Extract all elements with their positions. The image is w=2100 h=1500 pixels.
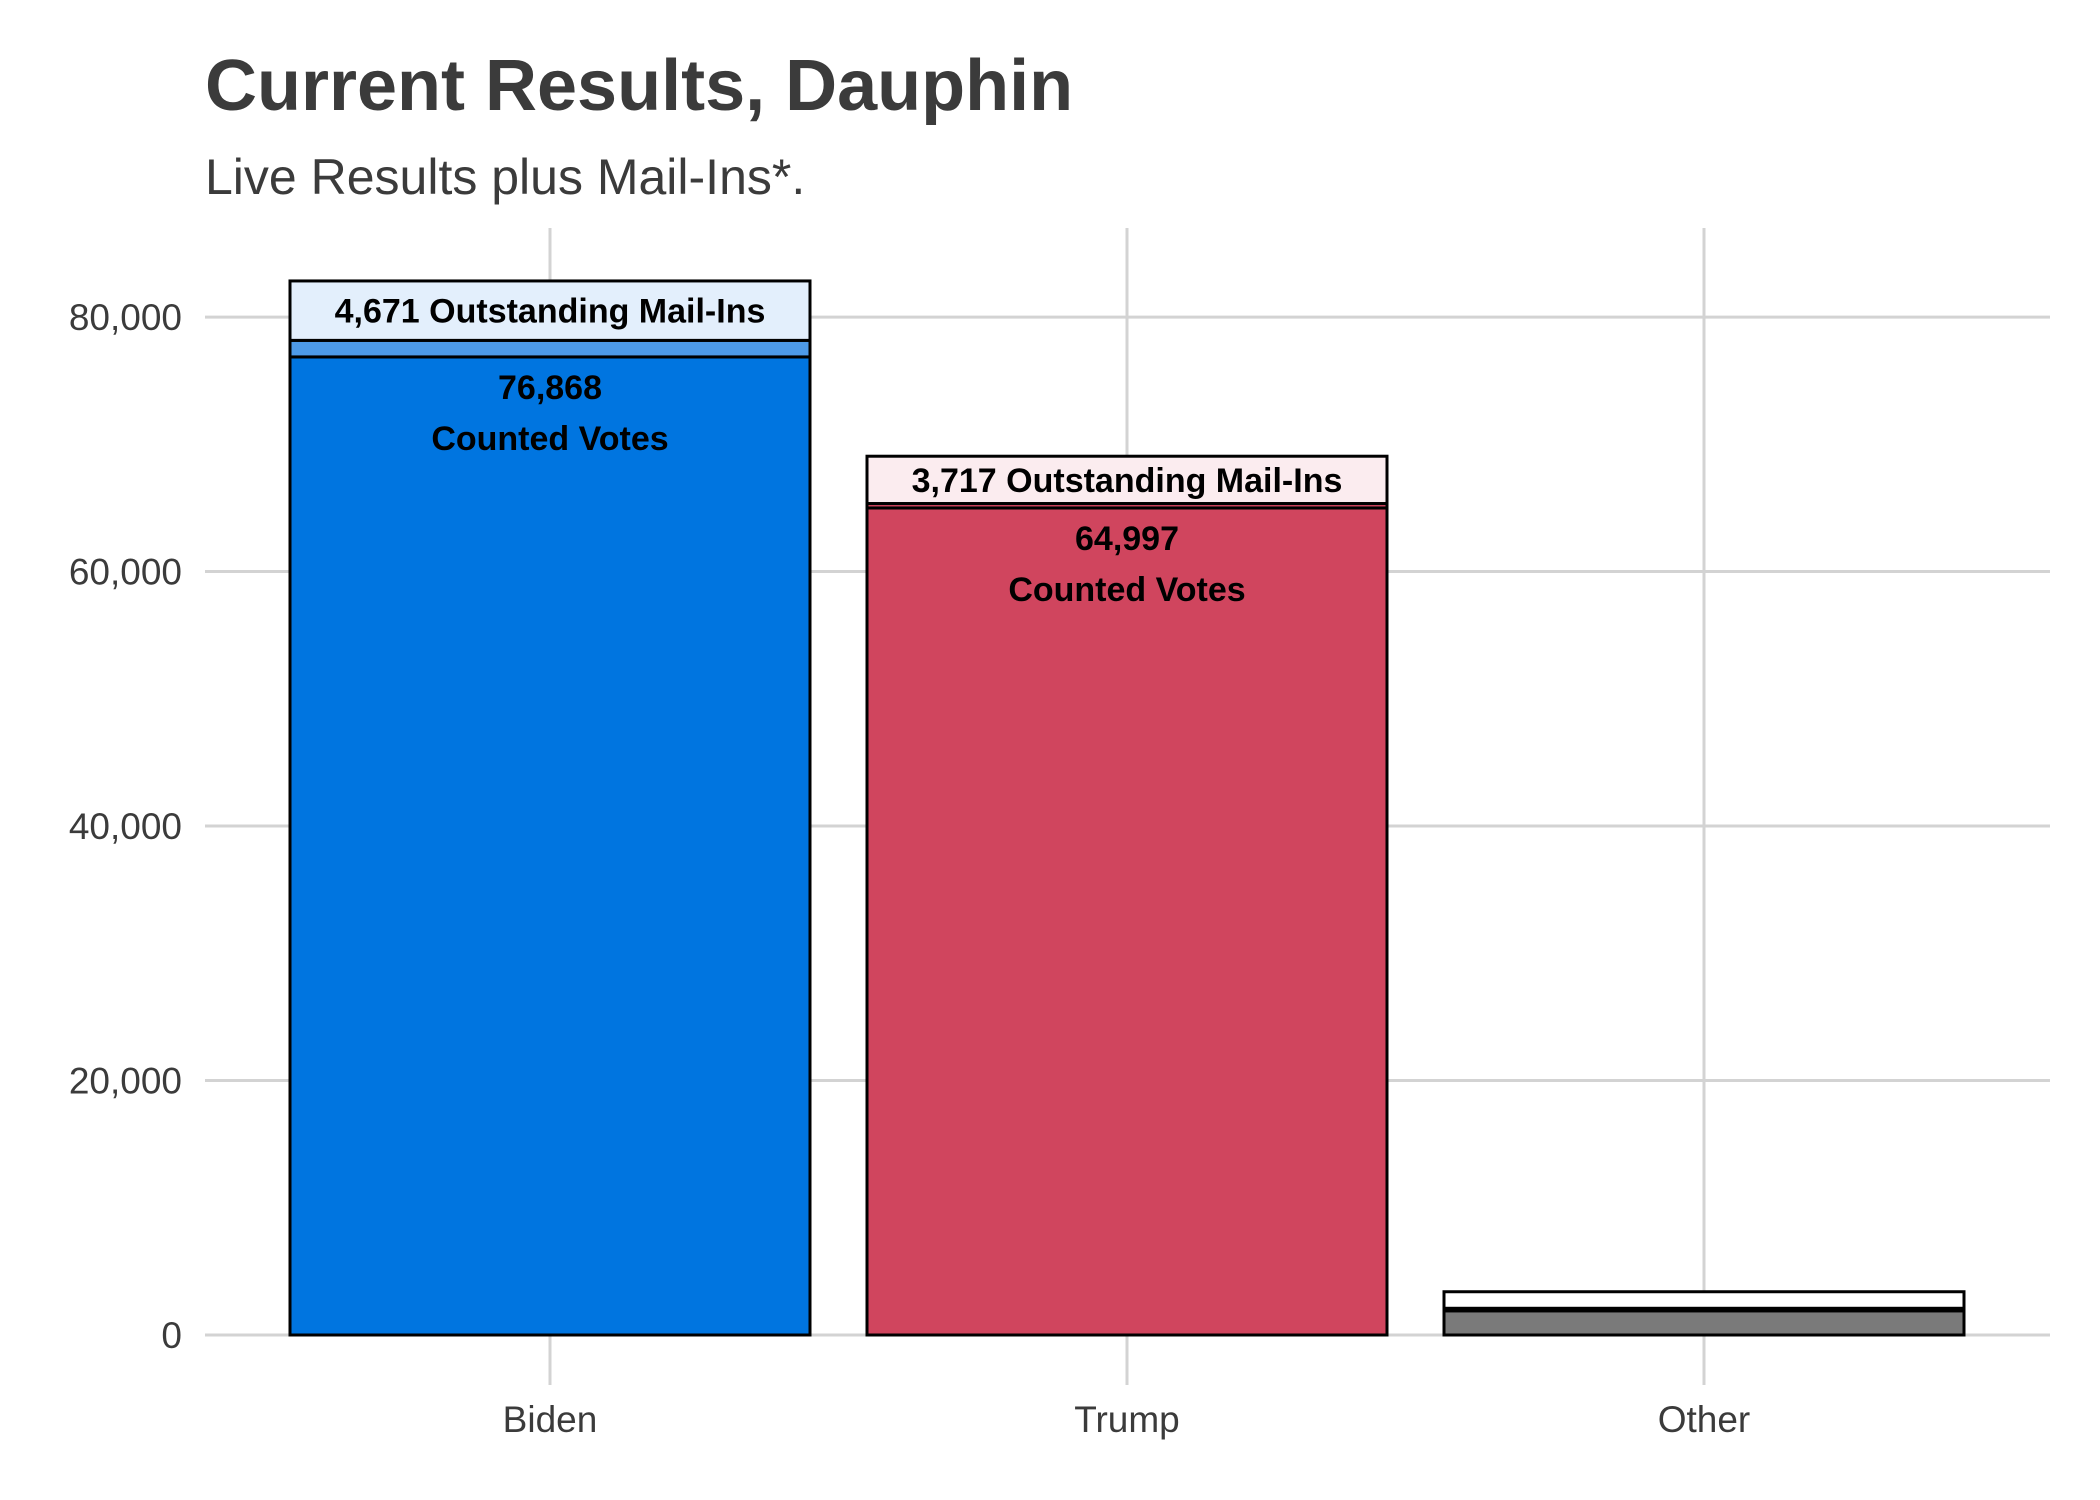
x-tick-label: Trump <box>1074 1399 1180 1440</box>
y-tick-label: 40,000 <box>69 806 182 847</box>
bar-extra-biden <box>288 338 812 359</box>
bar-counted-other <box>1442 1309 1966 1337</box>
y-tick-label: 20,000 <box>69 1061 182 1102</box>
counted-caption-label: Counted Votes <box>1008 571 1245 609</box>
counted-value-label: 76,868 <box>498 369 602 407</box>
bar-outstanding-other <box>1442 1290 1966 1310</box>
bar-counted-biden <box>288 355 812 1337</box>
counted-caption-label: Counted Votes <box>431 420 668 458</box>
counted-value-label: 64,997 <box>1075 520 1179 558</box>
chart-title: Current Results, Dauphin <box>205 46 1074 126</box>
y-tick-label: 60,000 <box>69 552 182 593</box>
y-tick-label: 80,000 <box>69 297 182 338</box>
x-tick-label: Other <box>1658 1399 1751 1440</box>
bar-counted-trump <box>865 506 1389 1337</box>
y-tick-label: 0 <box>161 1315 182 1356</box>
chart-subtitle: Live Results plus Mail-Ins*. <box>205 149 806 205</box>
bar-outstanding-biden <box>288 279 812 342</box>
outstanding-label: 3,717 Outstanding Mail-Ins <box>912 462 1343 500</box>
bar-outstanding-trump <box>865 454 1389 506</box>
outstanding-label: 4,671 Outstanding Mail-Ins <box>335 293 766 331</box>
x-tick-label: Biden <box>503 1399 598 1440</box>
